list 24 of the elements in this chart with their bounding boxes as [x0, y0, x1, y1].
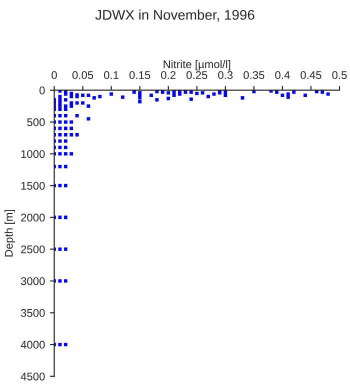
x-tick-label: 0.05: [72, 71, 94, 80]
y-tick-label: 2000: [21, 214, 45, 222]
x-tick-label: 0.4: [275, 71, 290, 80]
y-tick-label: 3500: [20, 309, 45, 317]
x-tick-label: 0.45: [300, 71, 322, 80]
chart-title: JDWX in November, 1996: [95, 10, 254, 22]
y-tick-label: 500: [27, 118, 45, 126]
y-tick-label: 2500: [21, 245, 45, 254]
y-tick-label: 0: [39, 86, 45, 94]
y-axis-title: Depth [m]: [4, 210, 15, 256]
x-tick-label: 0.25: [186, 71, 208, 80]
x-tick-label: 0: [52, 71, 57, 80]
x-tick-label: 0.2: [161, 71, 176, 80]
x-axis-title: Nitrite [µmol/l]: [164, 60, 230, 70]
y-tick-label: 4000: [20, 340, 45, 349]
x-tick-label: 0.1: [104, 71, 118, 80]
y-tick-label: 3000: [20, 277, 45, 286]
x-tick-label: 0.3: [218, 71, 233, 80]
y-tick-label: 4500: [20, 372, 45, 380]
y-tick-label: 1500: [21, 182, 45, 190]
x-tick-label: 0.5: [332, 71, 347, 80]
x-tick-label: 0.35: [244, 71, 264, 80]
x-tick-label: 0.15: [129, 71, 150, 80]
y-tick-label: 1000: [21, 150, 45, 158]
